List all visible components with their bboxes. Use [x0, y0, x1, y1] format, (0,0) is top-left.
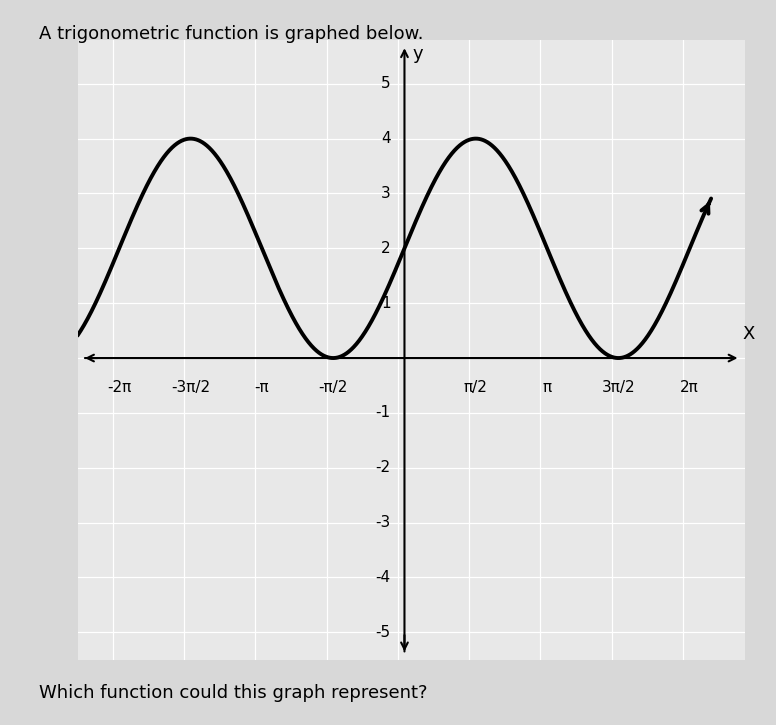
Text: 5: 5 [381, 76, 391, 91]
Text: -2π: -2π [107, 380, 131, 395]
Text: π/2: π/2 [464, 380, 488, 395]
Text: -π/2: -π/2 [318, 380, 348, 395]
Text: 4: 4 [381, 131, 391, 146]
Text: -3: -3 [376, 515, 391, 530]
Text: 3: 3 [381, 186, 391, 201]
Text: -π: -π [255, 380, 269, 395]
Text: -5: -5 [376, 625, 391, 640]
Text: 2π: 2π [681, 380, 699, 395]
Text: -2: -2 [376, 460, 391, 476]
Text: 2: 2 [381, 241, 391, 256]
Text: X: X [743, 325, 755, 343]
Text: -3π/2: -3π/2 [171, 380, 210, 395]
Text: 3π/2: 3π/2 [601, 380, 636, 395]
Text: y: y [413, 46, 423, 63]
Text: -1: -1 [376, 405, 391, 420]
Text: Which function could this graph represent?: Which function could this graph represen… [39, 684, 428, 702]
Text: 1: 1 [381, 296, 391, 311]
Text: -4: -4 [376, 570, 391, 585]
Text: A trigonometric function is graphed below.: A trigonometric function is graphed belo… [39, 25, 423, 44]
Text: π: π [542, 380, 552, 395]
